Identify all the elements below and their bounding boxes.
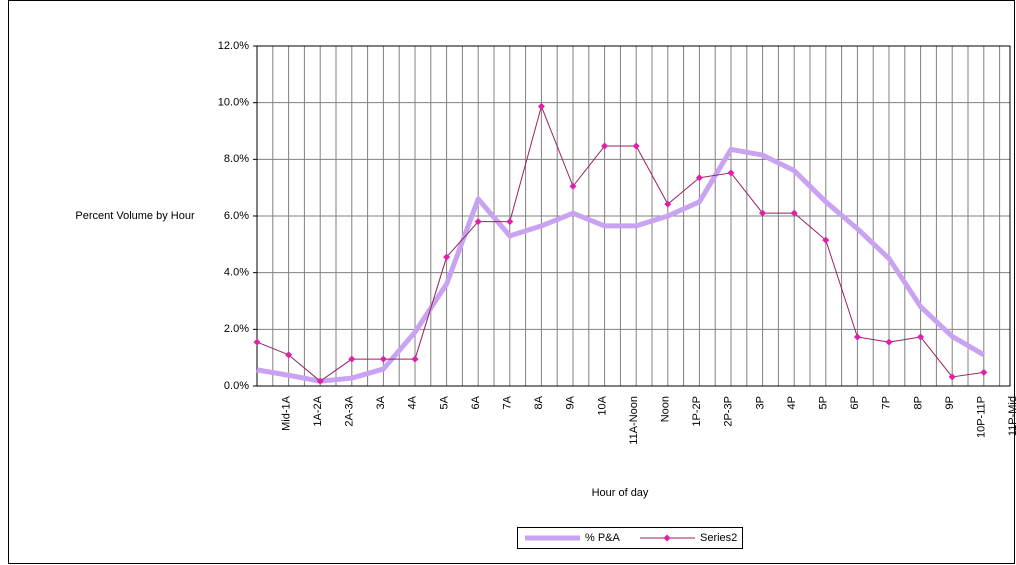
- x-tick-label: 6P: [849, 396, 861, 409]
- x-tick-label: 10A: [596, 395, 608, 415]
- x-tick-label: 8A: [533, 395, 545, 409]
- y-tick-label: 0.0%: [224, 380, 249, 392]
- point-marker: [948, 373, 956, 381]
- point-marker: [443, 253, 451, 261]
- point-marker: [379, 355, 387, 363]
- legend-marker: [663, 534, 671, 542]
- x-tick-label: 1A-2A: [312, 395, 324, 426]
- point-marker: [348, 355, 356, 363]
- x-tick-label: 4P: [786, 396, 798, 409]
- point-marker: [980, 368, 988, 376]
- point-marker: [285, 351, 293, 359]
- point-marker: [695, 174, 703, 182]
- y-tick-label: 12.0%: [218, 40, 249, 52]
- x-tick-label: 2P-3P: [723, 396, 735, 427]
- point-marker: [853, 333, 861, 341]
- point-marker: [885, 338, 893, 346]
- point-marker: [664, 200, 672, 208]
- x-tick-label: 5A: [438, 395, 450, 409]
- x-tick-label: 11A-Noon: [628, 396, 640, 445]
- y-tick-label: 4.0%: [224, 267, 249, 279]
- point-marker: [822, 236, 830, 244]
- point-marker: [917, 333, 925, 341]
- series-line: [256, 146, 986, 384]
- point-marker: [727, 169, 735, 177]
- point-marker: [569, 182, 577, 190]
- plot-border: [256, 45, 1011, 387]
- y-tick-label: 8.0%: [224, 153, 249, 165]
- point-marker: [632, 142, 640, 150]
- legend-box: [517, 527, 743, 549]
- x-tick-label: 9P: [944, 396, 956, 409]
- legend-label: % P&A: [585, 532, 621, 544]
- x-tick-label: 7A: [501, 395, 513, 409]
- x-tick-label: 2A-3A: [343, 395, 355, 426]
- x-axis-label: Hour of day: [592, 487, 649, 499]
- x-tick-label: 9A: [565, 395, 577, 409]
- legend-label: Series2: [700, 532, 737, 544]
- point-marker: [537, 102, 545, 110]
- y-tick-label: 6.0%: [224, 210, 249, 222]
- x-tick-label: 11P-Mid: [1007, 396, 1016, 436]
- x-tick-label: 3A: [375, 395, 387, 409]
- x-tick-label: Noon: [659, 396, 671, 422]
- point-marker: [790, 209, 798, 217]
- point-marker: [759, 209, 767, 217]
- x-tick-label: 4A: [407, 395, 419, 409]
- x-tick-label: 5P: [817, 396, 829, 409]
- x-tick-label: 6A: [470, 395, 482, 409]
- x-tick-label: 7P: [881, 396, 893, 409]
- y-axis-label: Percent Volume by Hour: [75, 210, 195, 222]
- point-marker: [253, 338, 261, 346]
- y-tick-label: 2.0%: [224, 323, 249, 335]
- x-tick-label: Mid-1A: [280, 395, 292, 431]
- series-line: [256, 105, 984, 382]
- x-tick-label: 1P-2P: [691, 396, 703, 427]
- y-tick-label: 10.0%: [218, 97, 249, 109]
- point-marker: [411, 355, 419, 363]
- point-marker: [474, 218, 482, 226]
- x-tick-label: 3P: [754, 396, 766, 409]
- point-marker: [316, 377, 324, 385]
- x-tick-label: 8P: [912, 396, 924, 409]
- x-tick-label: 10P-11P: [975, 396, 987, 438]
- point-marker: [506, 218, 514, 226]
- point-marker: [601, 142, 609, 150]
